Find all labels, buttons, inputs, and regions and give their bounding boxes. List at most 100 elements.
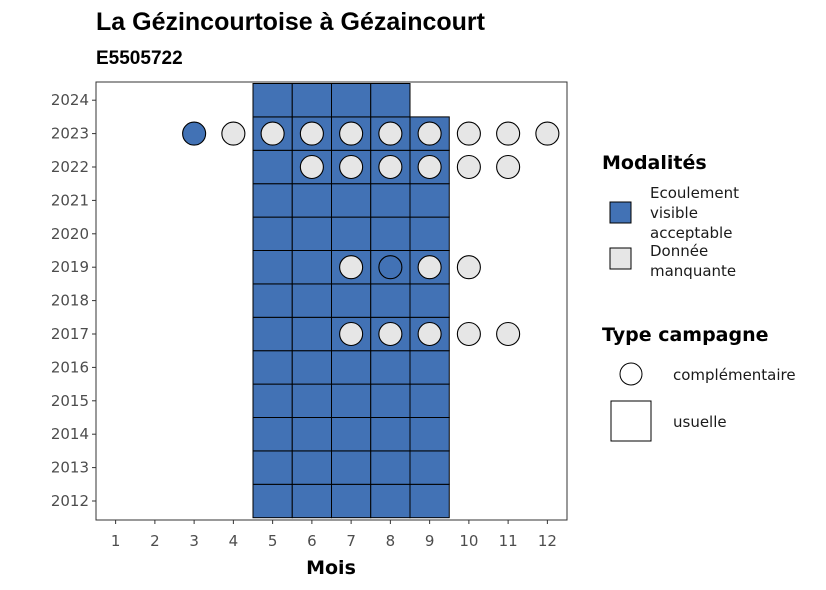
x-tick-label-10: 10	[459, 532, 478, 550]
complementaire-point-2017-11	[496, 321, 521, 347]
x-tick-label-12: 12	[538, 532, 557, 550]
complementaire-point-2022-7	[339, 154, 364, 180]
complementaire-point-2022-8	[378, 154, 403, 180]
y-tick-label-2018: 2018	[51, 292, 89, 310]
usuelle-tile-2020-9	[409, 216, 450, 252]
x-axis-title: Mois	[306, 557, 356, 579]
usuelle-tile-2018-7	[331, 283, 372, 318]
usuelle-tile-2014-7	[331, 417, 372, 452]
x-tick-label-2: 2	[150, 532, 160, 550]
usuelle-tile-2015-6	[291, 383, 332, 419]
y-axis: 2012 2013 2014 2015 2016 2017 2018 2019 2020 2021…	[51, 91, 96, 510]
usuelle-tile-2024-6	[291, 83, 332, 118]
legend-label-manquante-1: Donnée	[650, 242, 708, 260]
usuelle-tile-2021-5	[252, 183, 293, 218]
usuelle-tile-2020-5	[252, 216, 293, 252]
legend-type-campagne-title: Type campagne	[602, 324, 769, 346]
usuelle-tile-2017-6	[291, 316, 332, 352]
x-tick-label-9: 9	[425, 532, 435, 550]
usuelle-tile-2012-5	[252, 483, 293, 519]
usuelle-tile-2013-6	[291, 450, 332, 485]
legend-label-ecoulement-1: Ecoulement	[650, 184, 739, 202]
x-tick-label-11: 11	[499, 532, 518, 550]
x-tick-label-5: 5	[268, 532, 278, 550]
usuelle-tile-2024-5	[252, 83, 293, 118]
usuelle-tile-2013-8	[370, 450, 411, 485]
complementaire-point-2023-5	[260, 121, 285, 146]
legend-key-ecoulement	[609, 201, 632, 224]
usuelle-tile-2021-6	[291, 183, 332, 218]
legend-modalites-title: Modalités	[602, 152, 707, 174]
complementaire-point-2023-6	[299, 121, 324, 146]
y-tick-label-2015: 2015	[51, 392, 89, 410]
usuelle-tile-2019-6	[291, 250, 332, 285]
complementaire-point-2022-10	[456, 154, 481, 180]
complementaire-point-2019-7	[339, 255, 364, 280]
usuelle-tile-2012-9	[409, 483, 450, 519]
usuelle-tile-2012-7	[331, 483, 372, 519]
complementaire-point-2023-9	[417, 121, 442, 146]
usuelle-tile-2020-8	[370, 216, 411, 252]
complementaire-point-2023-8	[378, 121, 403, 146]
usuelle-tile-2015-9	[409, 383, 450, 419]
x-tick-label-3: 3	[189, 532, 199, 550]
complementaire-points	[182, 121, 560, 347]
legend-key-donnee-manquante	[609, 247, 632, 270]
complementaire-point-2019-10	[456, 255, 481, 280]
chart-title: La Gézincourtoise à Gézaincourt	[96, 8, 486, 36]
y-tick-label-2019: 2019	[51, 258, 89, 276]
complementaire-point-2023-4	[221, 121, 246, 146]
complementaire-point-2023-11	[496, 121, 521, 146]
usuelle-tile-2018-8	[370, 283, 411, 318]
usuelle-tile-2022-5	[252, 149, 293, 185]
y-tick-label-2023: 2023	[51, 125, 89, 143]
y-tick-label-2014: 2014	[51, 425, 89, 443]
usuelle-tile-2015-5	[252, 383, 293, 419]
y-tick-label-2012: 2012	[51, 492, 89, 510]
legend-key-usuelle	[610, 400, 652, 442]
usuelle-tile-2014-5	[252, 417, 293, 452]
complementaire-point-2023-12	[535, 121, 560, 146]
legend-label-ecoulement-3: acceptable	[650, 224, 732, 242]
y-tick-label-2022: 2022	[51, 158, 89, 176]
usuelle-tile-2018-9	[409, 283, 450, 318]
complementaire-point-2023-3	[182, 121, 207, 146]
usuelle-tile-2015-7	[331, 383, 372, 419]
usuelle-tile-2016-8	[370, 350, 411, 385]
legend-label-manquante-2: manquante	[650, 262, 736, 280]
usuelle-tile-2014-9	[409, 417, 450, 452]
usuelle-tile-2014-6	[291, 417, 332, 452]
usuelle-tile-2017-5	[252, 316, 293, 352]
legend: Modalités Ecoulement visible acceptable …	[602, 152, 796, 442]
usuelle-tile-2012-6	[291, 483, 332, 519]
complementaire-point-2019-9	[417, 255, 442, 280]
complementaire-point-2017-9	[417, 321, 442, 347]
usuelle-tile-2024-7	[331, 83, 372, 118]
usuelle-tile-2012-8	[370, 483, 411, 519]
legend-key-complementaire	[619, 362, 643, 386]
y-tick-label-2016: 2016	[51, 358, 89, 376]
usuelle-tile-2015-8	[370, 383, 411, 419]
x-tick-label-4: 4	[229, 532, 239, 550]
y-tick-label-2013: 2013	[51, 459, 89, 477]
x-tick-label-7: 7	[346, 532, 356, 550]
x-tick-label-1: 1	[111, 532, 121, 550]
usuelle-tile-2018-5	[252, 283, 293, 318]
usuelle-tile-2016-6	[291, 350, 332, 385]
complementaire-point-2022-11	[496, 154, 521, 180]
usuelle-tile-2024-8	[370, 83, 411, 118]
y-tick-label-2020: 2020	[51, 225, 89, 243]
usuelle-tile-2021-9	[409, 183, 450, 218]
usuelle-tile-2019-5	[252, 250, 293, 285]
usuelle-tile-2020-6	[291, 216, 332, 252]
complementaire-point-2023-7	[339, 121, 364, 146]
legend-label-usuelle: usuelle	[673, 413, 727, 431]
y-tick-label-2017: 2017	[51, 325, 89, 343]
usuelle-tile-2020-7	[331, 216, 372, 252]
y-tick-label-2024: 2024	[51, 91, 89, 109]
complementaire-point-2022-9	[417, 154, 442, 180]
y-tick-label-2021: 2021	[51, 191, 89, 209]
usuelle-tile-2013-9	[409, 450, 450, 485]
complementaire-point-2023-10	[456, 121, 481, 146]
